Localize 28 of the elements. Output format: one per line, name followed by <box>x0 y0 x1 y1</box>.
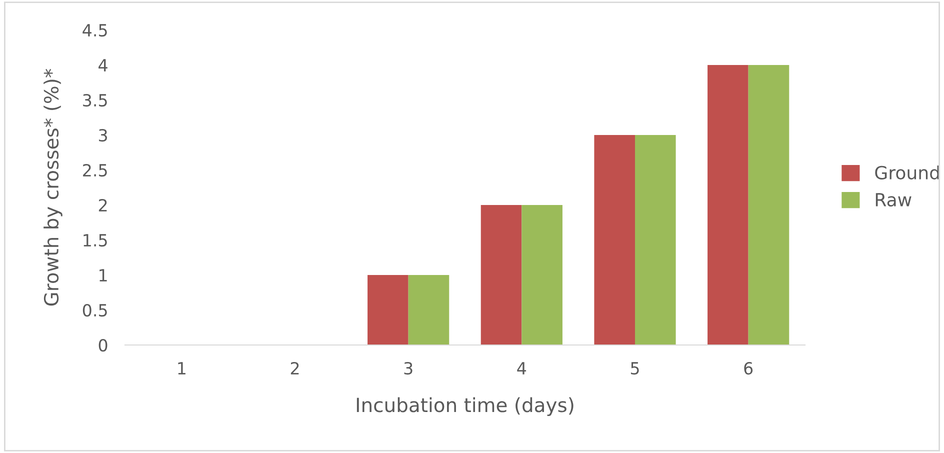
x-tick-label: 2 <box>290 362 299 374</box>
x-tick-label: 5 <box>630 362 639 375</box>
bar <box>748 65 790 345</box>
bar <box>635 135 676 345</box>
bar <box>708 65 748 345</box>
y-tick-label: 4.5 <box>82 24 107 37</box>
y-tick-label: 3.5 <box>83 94 107 107</box>
x-tick-label: 3 <box>404 362 412 375</box>
y-tick-label: 1.5 <box>84 234 107 247</box>
y-tick-label: 3 <box>99 128 107 142</box>
bar <box>408 275 450 345</box>
bar <box>594 135 635 345</box>
bar <box>368 275 408 345</box>
x-tick-label: 1 <box>178 362 186 374</box>
x-tick-label: 6 <box>744 362 753 375</box>
y-tick-label: 1 <box>100 269 107 282</box>
x-tick-label: 4 <box>517 362 526 374</box>
y-tick-label: 4 <box>98 59 108 72</box>
y-axis-title: Growth by crosses* (%)* <box>44 68 62 306</box>
x-axis-title: Incubation time (days) <box>356 397 574 416</box>
legend-label: Raw <box>876 193 912 207</box>
y-tick-label: 0 <box>98 338 108 352</box>
legend-label: Ground <box>875 166 939 180</box>
y-tick-label: 2.5 <box>83 164 107 177</box>
y-tick-label: 0.5 <box>82 304 107 317</box>
bar <box>522 205 562 345</box>
y-tick-label: 2 <box>98 198 107 212</box>
bar <box>480 205 522 345</box>
